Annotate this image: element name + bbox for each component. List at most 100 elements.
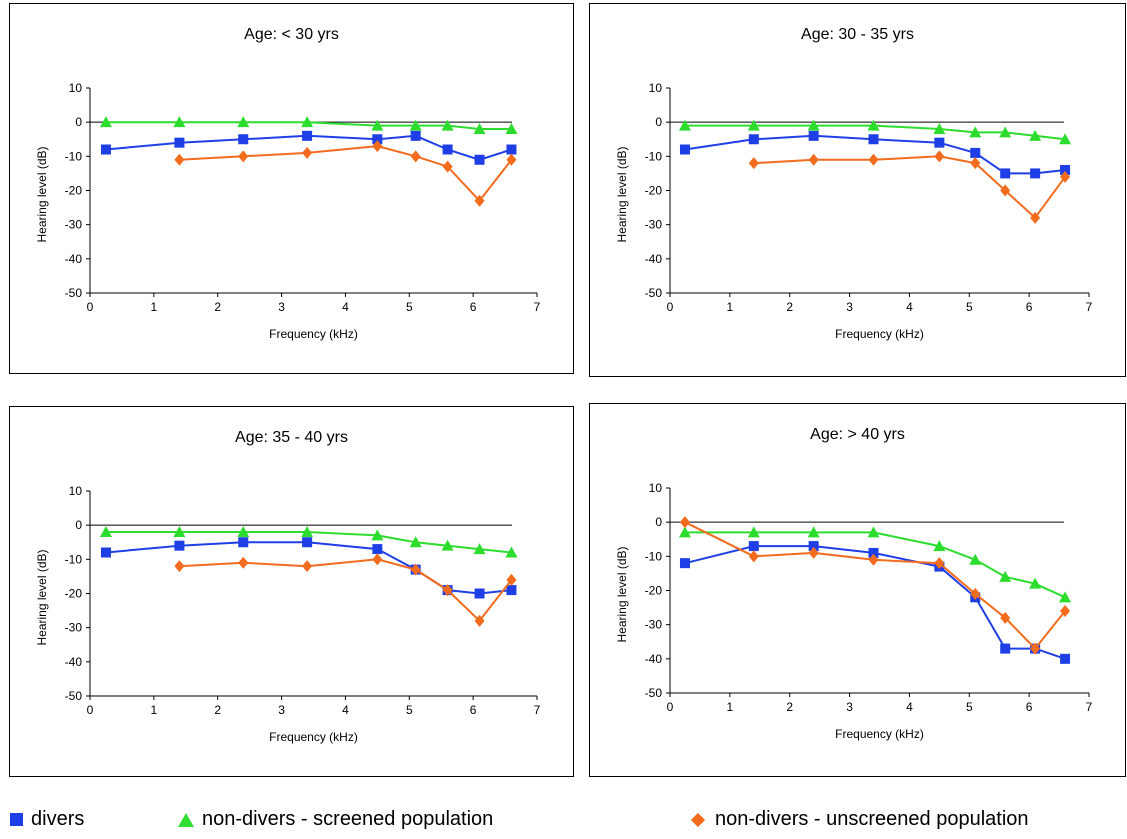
chart-1-x-tick-label: 7 xyxy=(534,300,541,314)
chart-3-point-screened xyxy=(99,526,112,537)
legend-label-unscreened: non-divers - unscreened population xyxy=(715,808,1029,830)
chart-2-point-divers xyxy=(808,130,819,141)
chart-2-y-tick-label: 10 xyxy=(649,81,663,95)
chart-1-point-screened xyxy=(505,123,518,134)
chart-4-point-divers xyxy=(868,547,879,558)
chart-4-point-unscreened xyxy=(808,546,819,559)
chart-3-point-divers xyxy=(474,588,485,599)
chart-2-y-tick-label: -10 xyxy=(645,149,663,163)
chart-2-point-screened xyxy=(747,119,760,131)
chart-4-point-divers xyxy=(808,541,819,552)
chart-4-point-screened xyxy=(807,526,820,538)
chart-1-title: Age: < 30 yrs xyxy=(244,26,339,43)
chart-3-svg: Age: 35 - 40 yrs 10 0 -10 -20 -30 -40 -50 0 1 2 3 4 5… xyxy=(35,429,541,744)
chart-4-point-unscreened xyxy=(1000,611,1011,624)
chart-1-x-tick-label: 4 xyxy=(342,300,349,314)
chart-3-x-tick-label: 3 xyxy=(278,703,285,717)
chart-4-point-divers xyxy=(1000,643,1011,654)
chart-4-point-unscreened xyxy=(970,587,981,600)
chart-4-x-tick-label: 5 xyxy=(966,700,973,714)
chart-4-x-tick-label: 0 xyxy=(667,700,674,714)
chart-1-y-tick-label: -50 xyxy=(65,286,83,300)
chart-2-x-tick-label: 0 xyxy=(667,300,674,314)
chart-2-point-screened xyxy=(1059,133,1072,145)
chart-1-y-tick-label: -40 xyxy=(65,252,83,266)
chart-2-point-unscreened xyxy=(1030,211,1041,224)
chart-3-point-screened xyxy=(371,529,384,541)
chart-4-point-screened xyxy=(1029,577,1042,589)
chart-1-y-tick-label: -20 xyxy=(65,184,83,198)
chart-2-point-screened xyxy=(969,126,982,138)
chart-4-point-unscreened xyxy=(1030,642,1041,655)
legend-item-screened: non-divers - screened population xyxy=(178,808,493,831)
chart-1-y-tick-label: 0 xyxy=(75,115,82,129)
chart-2-point-screened xyxy=(933,123,946,134)
chart-3-point-divers xyxy=(506,585,517,596)
chart-2-y-tick-label: -40 xyxy=(645,252,663,266)
chart-4-point-unscreened xyxy=(934,557,945,570)
chart-3-point-divers xyxy=(372,544,383,555)
chart-4-x-tick-label: 6 xyxy=(1026,700,1033,714)
chart-2-point-screened xyxy=(1029,129,1042,141)
chart-2-point-divers xyxy=(934,137,945,148)
chart-3-point-unscreened xyxy=(442,584,453,597)
chart-4-point-screened xyxy=(933,540,946,552)
chart-3-y-tick-label: 0 xyxy=(75,518,82,532)
chart-3-x-tick-label: 4 xyxy=(342,703,349,717)
chart-4-y-tick-label: 0 xyxy=(655,515,662,529)
chart-1-y-tick-label: -10 xyxy=(65,149,83,163)
chart-4-point-screened xyxy=(969,553,982,565)
chart-3-point-unscreened xyxy=(410,563,421,576)
chart-4-point-divers xyxy=(748,541,759,552)
chart-4-x-tick-label: 7 xyxy=(1086,700,1093,714)
chart-2-x-axis-label: Frequency (kHz) xyxy=(835,327,924,341)
chart-4-point-screened xyxy=(867,526,880,538)
chart-3-y-tick-label: 10 xyxy=(69,484,83,498)
chart-1-x-tick-label: 2 xyxy=(214,300,221,314)
chart-3-y-axis-label: Hearing level (dB) xyxy=(35,549,49,645)
chart-2-point-divers xyxy=(1030,168,1041,179)
chart-panel-1: Age: < 30 yrs 10 0 -10 -20 -30 -40 -50 0 1 2 3 4 5 6 7 F… xyxy=(9,3,574,374)
chart-2-x-tick-label: 3 xyxy=(846,300,853,314)
chart-4-y-tick-label: -50 xyxy=(645,686,663,700)
legend: divers non-divers - screened population … xyxy=(0,808,1127,838)
chart-3-x-axis-label: Frequency (kHz) xyxy=(269,730,358,744)
chart-1-y-axis-label: Hearing level (dB) xyxy=(35,146,49,242)
diamond-marker-icon xyxy=(690,812,706,827)
chart-2-point-divers xyxy=(868,134,879,145)
chart-2-point-unscreened xyxy=(1060,170,1071,183)
legend-label-divers: divers xyxy=(31,808,85,830)
chart-2-point-unscreened xyxy=(1000,184,1011,197)
chart-1-point-screened xyxy=(99,116,112,128)
chart-4-x-tick-label: 1 xyxy=(727,700,734,714)
chart-2-y-axis-label: Hearing level (dB) xyxy=(615,146,629,242)
chart-4-x-tick-label: 4 xyxy=(906,700,913,714)
chart-3-x-tick-label: 7 xyxy=(534,703,541,717)
chart-4-y-tick-label: -40 xyxy=(645,652,663,666)
chart-3-point-divers xyxy=(174,540,185,551)
chart-panel-4: Age: > 40 yrs 10 0 -10 -20 -30 -40 -50 0 1 2 3 4 5 6 7 F… xyxy=(589,403,1126,777)
chart-4-point-unscreened xyxy=(1060,605,1071,617)
chart-1-point-unscreened xyxy=(302,146,313,159)
chart-2-title: Age: 30 - 35 yrs xyxy=(801,26,914,43)
chart-1-point-divers xyxy=(174,137,185,148)
chart-4-point-screened xyxy=(1059,591,1072,603)
chart-2-point-screened xyxy=(999,126,1012,138)
chart-4-point-unscreened xyxy=(679,516,690,529)
chart-3-point-divers xyxy=(238,537,249,548)
chart-2-y-tick-label: -30 xyxy=(645,218,663,232)
chart-1-point-screened xyxy=(473,123,486,134)
chart-2-point-screened xyxy=(807,119,820,131)
chart-1-point-unscreened xyxy=(238,150,249,163)
chart-2-y-tick-label: 0 xyxy=(655,115,662,129)
legend-item-unscreened: non-divers - unscreened population xyxy=(690,808,1029,831)
chart-1-point-screened xyxy=(409,119,422,131)
chart-4-point-screened xyxy=(678,526,691,538)
chart-2-y-tick-label: -20 xyxy=(645,184,663,198)
chart-1-x-tick-label: 3 xyxy=(278,300,285,314)
chart-3-point-screened xyxy=(441,539,454,551)
chart-2-point-screened xyxy=(678,119,691,131)
chart-panel-3: Age: 35 - 40 yrs 10 0 -10 -20 -30 -40 -50 0 1 2 3 4 5… xyxy=(9,406,574,777)
chart-3-point-screened xyxy=(237,526,250,537)
chart-1-point-divers xyxy=(372,134,383,145)
